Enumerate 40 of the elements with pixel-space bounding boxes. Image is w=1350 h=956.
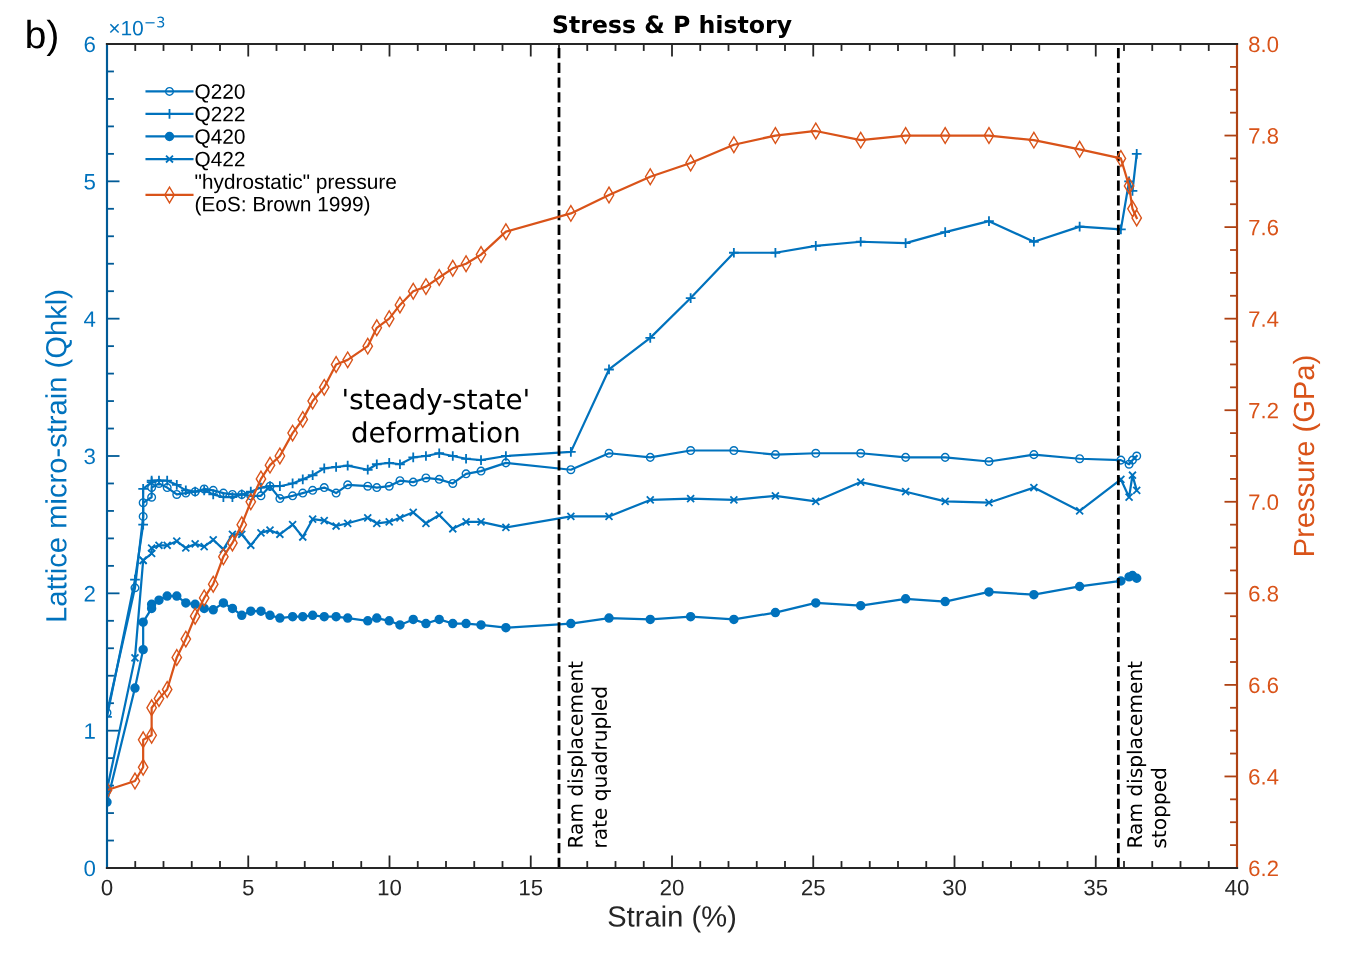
y2-tick-label: 7.0 [1249, 494, 1279, 511]
y2-tick-label: 7.8 [1249, 128, 1279, 144]
y2-tick-label: 6.4 [1249, 768, 1279, 785]
y2-tick-label: 6.6 [1249, 677, 1279, 694]
y2-tick-label: 7.6 [1249, 219, 1279, 236]
x-tick-label: 40 [1225, 879, 1249, 896]
y2-tick-label: 8.0 [1249, 36, 1279, 53]
annotation: 'steady-state' deformation [344, 388, 528, 443]
y-tick-label: 5 [84, 174, 95, 190]
text: b) [27, 19, 57, 57]
legend-label: Q422 [195, 151, 245, 171]
y-tick-label: 1 [85, 723, 95, 739]
x-tick-label: 20 [660, 879, 684, 896]
text: ×10$^{−3}$ [109, 16, 165, 36]
y2-tick-label: 6.8 [1249, 585, 1279, 602]
y-tick-label: 6 [84, 36, 95, 53]
x-tick-label: 25 [802, 879, 825, 896]
legend-label: "hydrostatic" pressure (EoS: Brown 1999) [195, 173, 396, 216]
y-tick-label: 0 [84, 860, 96, 877]
legend-label: Q222 [195, 106, 245, 126]
y2-axis-title: Pressure (GPa) [1292, 356, 1321, 555]
x-axis-title: Strain (%) [608, 905, 736, 933]
y2-tick-label: 7.4 [1249, 311, 1279, 327]
ref-line-label: Ram displacement stopped [1126, 661, 1171, 848]
x-tick-label: 10 [378, 879, 401, 896]
y-tick-label: 3 [84, 448, 95, 465]
x-tick-label: 30 [942, 879, 966, 896]
y2-tick-label: 7.2 [1249, 402, 1278, 419]
x-tick-label: 0 [101, 879, 113, 896]
y2-tick-label: 6.2 [1249, 860, 1278, 877]
x-tick-label: 15 [520, 879, 543, 896]
legend-label: Q420 [195, 129, 245, 148]
y-axis-title: Lattice micro-strain (Qhkl) [45, 290, 73, 621]
ref-line-label: Ram displacement rate quadrupled [567, 661, 611, 847]
y-tick-label: 2 [84, 585, 95, 602]
y-tick-label: 4 [84, 311, 96, 327]
x-tick-label: 5 [242, 879, 254, 896]
x-tick-label: 35 [1084, 879, 1108, 896]
legend-label: Q220 [195, 84, 245, 103]
chart-title: Stress & P history [553, 14, 792, 38]
